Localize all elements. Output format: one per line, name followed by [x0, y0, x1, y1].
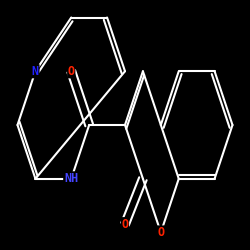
Text: O: O [157, 226, 164, 239]
Text: NH: NH [64, 172, 78, 185]
Text: N: N [32, 65, 39, 78]
Text: O: O [68, 65, 75, 78]
Text: O: O [122, 218, 128, 231]
